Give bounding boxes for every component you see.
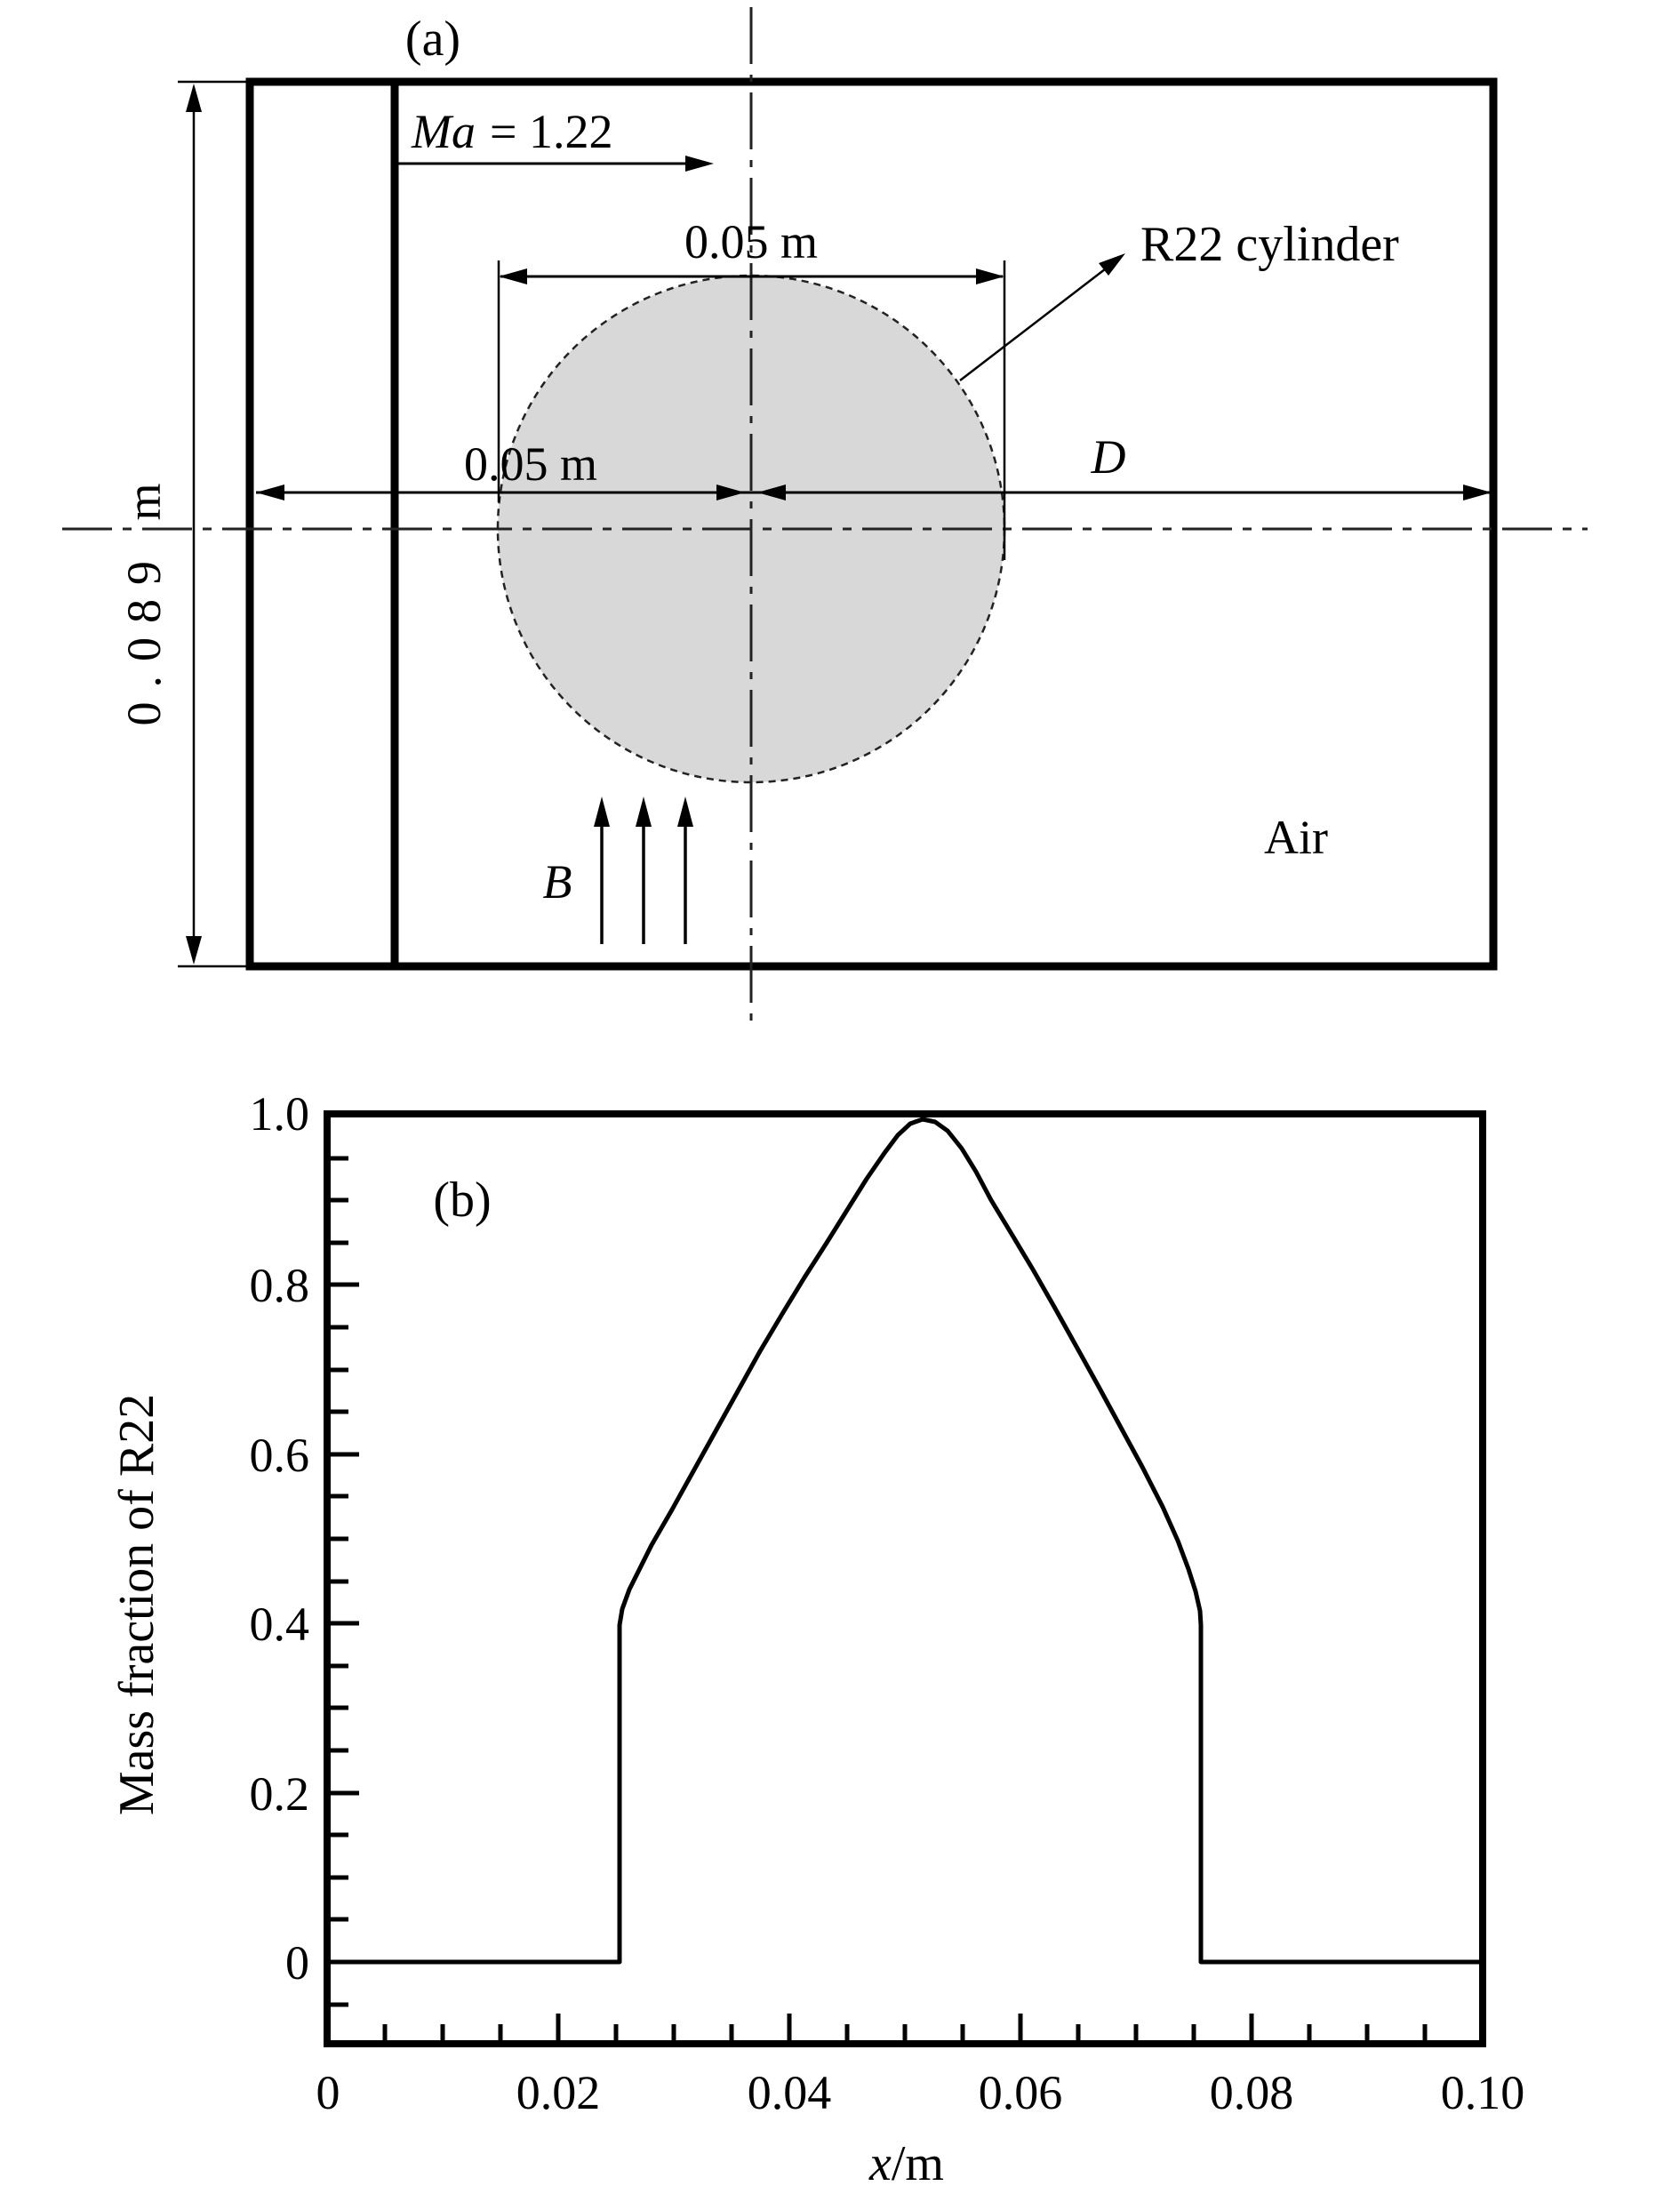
- y-tick-labels: 1.0 0.8 0.6 0.4 0.2 0: [250, 1087, 310, 1990]
- offset-arrowhead-left-icon: [256, 484, 284, 500]
- distance-label: D: [1091, 430, 1126, 484]
- tube-outline: [245, 77, 1498, 971]
- y-tick-label: 0.2: [250, 1767, 310, 1821]
- diameter-arrowhead-right-icon: [976, 268, 1004, 284]
- offset-dim-label: 0.05 m: [464, 437, 597, 491]
- x-tick-label: 0: [316, 2066, 340, 2119]
- cylinder-leader-arrowhead-icon: [1099, 253, 1125, 276]
- inflow-arrowhead-2-icon: [636, 797, 652, 827]
- plot-frame: [324, 1110, 1486, 2047]
- x-tick-label: 0.04: [748, 2066, 832, 2119]
- distance-arrowhead-right-icon: [1463, 484, 1492, 500]
- mach-label: Ma = 1.22: [411, 105, 612, 158]
- diameter-arrowhead-left-icon: [499, 268, 527, 284]
- diameter-dim-label: 0.05 m: [684, 215, 818, 268]
- cylinder-label: R22 cylinder: [1140, 217, 1399, 272]
- panel-b-tag: (b): [433, 1173, 491, 1228]
- x-axis-major-ticks: [556, 2014, 1254, 2042]
- x-tick-labels: 0 0.02 0.04 0.06 0.08 0.10: [316, 2066, 1525, 2119]
- y-axis-minor-ticks: [329, 1156, 348, 2007]
- x-tick-label: 0.02: [516, 2066, 601, 2119]
- panel-b-chart: (b): [109, 1087, 1524, 2191]
- medium-label: Air: [1264, 811, 1328, 864]
- y-tick-label: 0.4: [250, 1597, 310, 1651]
- y-axis-title: Mass fraction of R22: [109, 1394, 164, 1815]
- y-axis-major-ticks: [329, 1282, 359, 1965]
- cylinder-leader-line: [959, 262, 1114, 381]
- inflow-arrowhead-1-icon: [594, 797, 610, 827]
- x-tick-label: 0.10: [1441, 2066, 1525, 2119]
- mass-fraction-curve: [327, 1117, 1483, 1965]
- y-tick-label: 0.6: [250, 1429, 310, 1482]
- offset-arrowhead-center-icon: [716, 484, 745, 500]
- x-tick-label: 0.06: [979, 2066, 1063, 2119]
- panel-a-tag: (a): [405, 12, 460, 67]
- y-tick-label: 0: [285, 1936, 309, 1990]
- x-tick-label: 0.08: [1210, 2066, 1294, 2119]
- y-tick-label: 1.0: [250, 1087, 310, 1141]
- inflow-label: B: [543, 855, 572, 909]
- height-dim-label: 0.089 m: [117, 468, 171, 725]
- y-tick-label: 0.8: [250, 1259, 310, 1312]
- distance-arrowhead-center-icon: [757, 484, 786, 500]
- panel-a-schematic: (a) Ma = 1.22 0.089 m 0.05 m: [62, 7, 1588, 1031]
- height-arrowhead-down-icon: [186, 936, 202, 965]
- height-arrowhead-up-icon: [186, 84, 202, 112]
- mach-arrowhead-icon: [685, 156, 714, 172]
- x-axis-minor-ticks: [382, 2024, 1428, 2042]
- x-axis-title: x/m: [868, 2136, 944, 2191]
- inflow-arrowhead-3-icon: [677, 797, 693, 827]
